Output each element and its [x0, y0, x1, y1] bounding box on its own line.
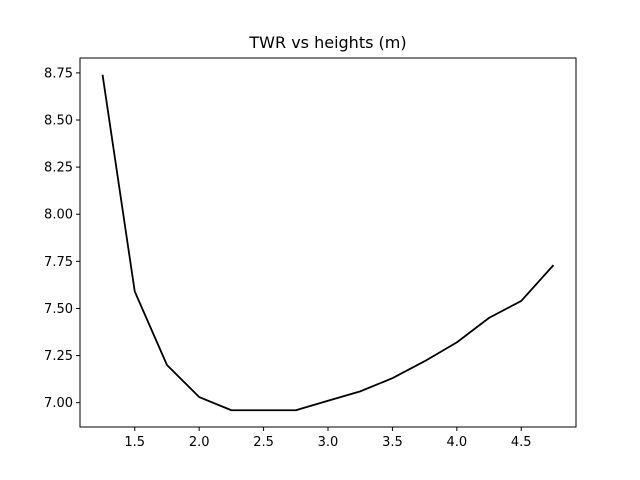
x-tick-label: 4.5: [511, 435, 532, 450]
y-tick-label: 7.50: [44, 302, 73, 317]
y-tick-label: 7.75: [44, 255, 73, 270]
x-tick-label: 4.0: [446, 435, 467, 450]
plot-series: [101, 74, 555, 412]
x-tick-label: 1.5: [124, 435, 145, 450]
y-tick-label: 7.25: [44, 349, 73, 364]
y-tick-label: 8.50: [44, 114, 73, 129]
y-tick-label: 8.25: [44, 161, 73, 176]
y-tick-label: 7.00: [44, 396, 73, 411]
y-tick-label: 8.75: [44, 66, 73, 81]
axes-frame: [79, 57, 577, 428]
x-tick-label: 3.0: [318, 435, 339, 450]
chart-title: TWR vs heights (m): [248, 33, 406, 52]
y-axis: 7.00 7.25 7.50 7.75 8.00 8.25 8.50 8.75: [44, 66, 80, 411]
x-tick-label: 2.0: [189, 435, 210, 450]
series-line: [101, 74, 555, 412]
y-tick-label: 8.00: [44, 208, 73, 223]
x-tick-label: 2.5: [253, 435, 274, 450]
x-axis: 1.5 2.0 2.5 3.0 3.5 4.0 4.5: [124, 427, 532, 450]
x-tick-label: 3.5: [382, 435, 403, 450]
